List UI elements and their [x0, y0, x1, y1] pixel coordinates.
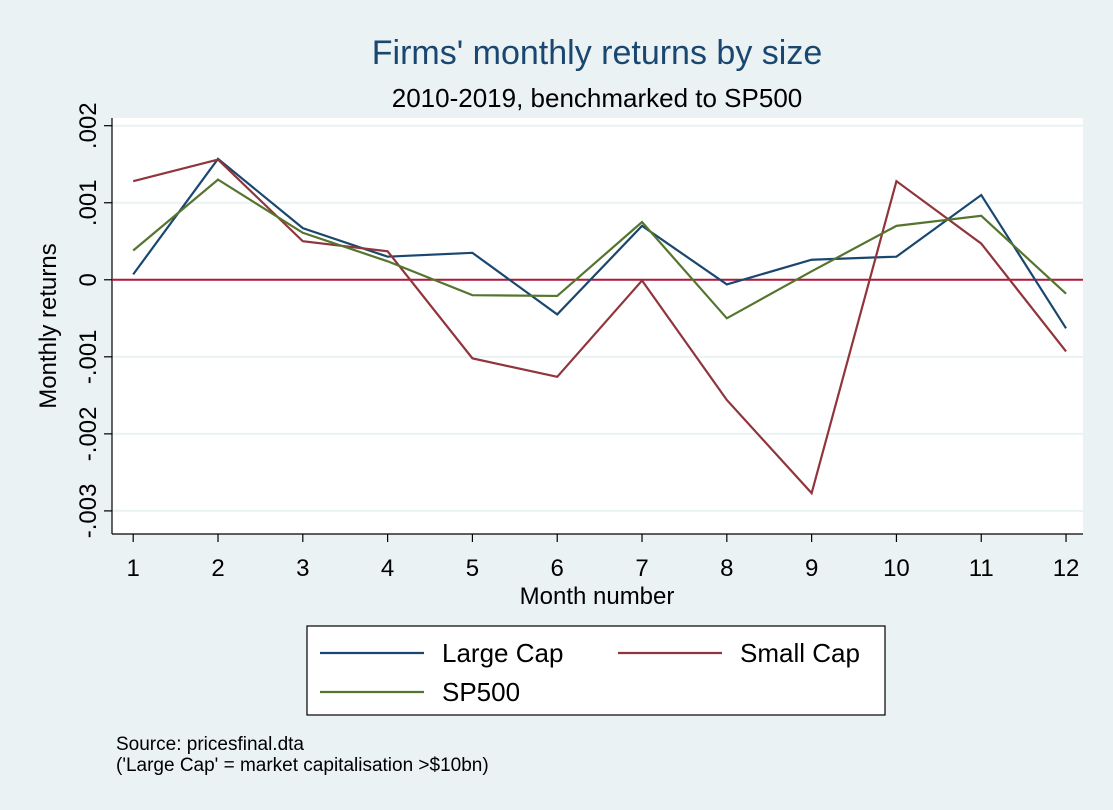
y-tick-label-3: -.001: [75, 329, 102, 384]
y-tick-label-4: -.002: [75, 407, 102, 462]
series-line-sp500: [132, 178, 1067, 320]
chart-title: Firms' monthly returns by size: [372, 34, 822, 72]
x-tick-label-7: 8: [720, 555, 733, 582]
series-lines: [132, 157, 1067, 496]
y-tick-label-2: 0: [75, 273, 102, 286]
x-tick-label-6: 7: [635, 555, 648, 582]
y-ticks: .002 .001 0 -.001 -.002 -.003: [75, 102, 112, 538]
x-tick-label-11: 12: [1053, 555, 1080, 582]
x-tick-label-9: 10: [883, 555, 910, 582]
x-ticks: 1 2 3 4 5 6 7 8 9 10 11 12: [127, 534, 1080, 582]
series-line-large-cap: [132, 157, 1067, 329]
x-tick-label-5: 6: [551, 555, 564, 582]
legend-label-sp500: SP500: [442, 677, 520, 707]
x-tick-label-0: 1: [127, 555, 140, 582]
legend-label-small-cap: Small Cap: [740, 638, 860, 668]
chart-subtitle: 2010-2019, benchmarked to SP500: [392, 83, 803, 113]
x-tick-label-10: 11: [969, 555, 994, 582]
x-axis-label: Month number: [520, 583, 675, 610]
definition-note: ('Large Cap' = market capitalisation >$1…: [116, 755, 489, 776]
legend: Large Cap Small Cap SP500: [320, 638, 860, 707]
axes: [111, 118, 1083, 535]
plot-area: [112, 118, 1083, 534]
source-note: Source: pricesfinal.dta: [116, 734, 304, 755]
series-line-small-cap: [132, 158, 1067, 496]
y-tick-label-0: .002: [75, 102, 102, 149]
y-tick-label-1: .001: [75, 179, 102, 226]
x-tick-label-3: 4: [381, 555, 394, 582]
legend-label-large-cap: Large Cap: [442, 638, 563, 668]
x-tick-label-4: 5: [466, 555, 479, 582]
legend-box: [306, 625, 886, 716]
x-tick-label-8: 9: [805, 555, 818, 582]
y-axis-label: Monthly returns: [35, 243, 62, 408]
x-tick-label-1: 2: [211, 555, 224, 582]
y-tick-label-5: -.003: [75, 484, 102, 539]
x-tick-label-2: 3: [296, 555, 309, 582]
